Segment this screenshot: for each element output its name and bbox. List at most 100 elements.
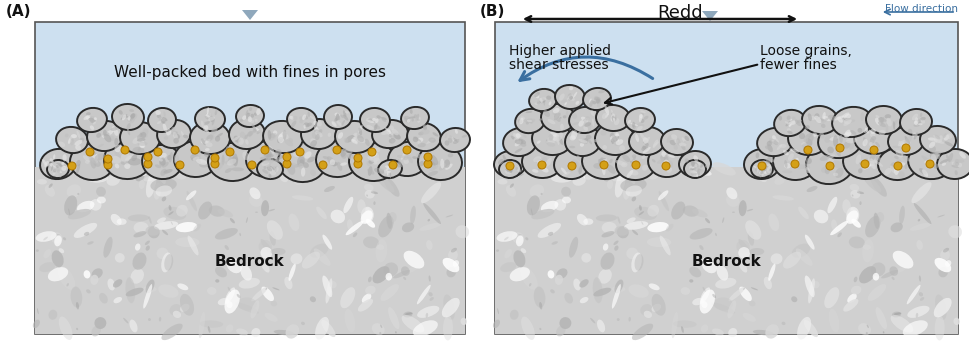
Ellipse shape xyxy=(319,129,322,133)
Ellipse shape xyxy=(412,156,417,159)
Ellipse shape xyxy=(388,142,427,176)
Ellipse shape xyxy=(918,168,925,175)
Ellipse shape xyxy=(336,114,339,120)
Ellipse shape xyxy=(760,165,765,167)
Ellipse shape xyxy=(87,241,94,245)
Ellipse shape xyxy=(771,195,793,201)
Ellipse shape xyxy=(114,144,121,152)
Ellipse shape xyxy=(666,135,671,143)
Ellipse shape xyxy=(425,240,432,250)
Ellipse shape xyxy=(553,117,561,119)
Circle shape xyxy=(661,162,670,170)
Ellipse shape xyxy=(732,212,735,213)
Ellipse shape xyxy=(207,143,256,181)
Text: Higher applied: Higher applied xyxy=(509,44,610,58)
Ellipse shape xyxy=(138,147,141,152)
Ellipse shape xyxy=(735,240,749,253)
Ellipse shape xyxy=(529,119,535,123)
Ellipse shape xyxy=(788,119,792,127)
Ellipse shape xyxy=(388,307,399,329)
Ellipse shape xyxy=(215,266,227,277)
Ellipse shape xyxy=(546,137,552,141)
Ellipse shape xyxy=(92,153,98,163)
Ellipse shape xyxy=(626,247,638,259)
Ellipse shape xyxy=(824,287,838,308)
Ellipse shape xyxy=(848,143,854,150)
Ellipse shape xyxy=(240,265,252,281)
Ellipse shape xyxy=(391,140,394,143)
Ellipse shape xyxy=(610,112,613,116)
Ellipse shape xyxy=(690,170,698,176)
Ellipse shape xyxy=(878,117,883,122)
Ellipse shape xyxy=(203,152,209,157)
Ellipse shape xyxy=(268,209,274,211)
Ellipse shape xyxy=(801,106,837,134)
Ellipse shape xyxy=(255,119,258,122)
Ellipse shape xyxy=(885,124,888,132)
Ellipse shape xyxy=(195,107,225,131)
Ellipse shape xyxy=(623,221,647,230)
Ellipse shape xyxy=(451,248,456,252)
Ellipse shape xyxy=(878,130,885,136)
Ellipse shape xyxy=(614,132,618,137)
Ellipse shape xyxy=(753,166,756,168)
Ellipse shape xyxy=(310,138,316,144)
Ellipse shape xyxy=(96,133,101,138)
Ellipse shape xyxy=(832,135,837,147)
Ellipse shape xyxy=(345,135,355,143)
Ellipse shape xyxy=(391,161,393,166)
Ellipse shape xyxy=(83,270,90,278)
Ellipse shape xyxy=(87,116,96,120)
Ellipse shape xyxy=(155,164,161,168)
Ellipse shape xyxy=(537,160,546,164)
Ellipse shape xyxy=(843,118,851,124)
Ellipse shape xyxy=(914,120,918,126)
Ellipse shape xyxy=(374,125,380,129)
Ellipse shape xyxy=(942,248,948,252)
Ellipse shape xyxy=(160,169,167,176)
Ellipse shape xyxy=(951,162,958,167)
Ellipse shape xyxy=(539,328,541,330)
Ellipse shape xyxy=(534,102,539,105)
Ellipse shape xyxy=(579,297,588,303)
Ellipse shape xyxy=(529,184,544,197)
Ellipse shape xyxy=(804,276,814,297)
Ellipse shape xyxy=(801,143,809,149)
Ellipse shape xyxy=(408,117,415,119)
Ellipse shape xyxy=(162,196,166,201)
Ellipse shape xyxy=(547,134,553,140)
Ellipse shape xyxy=(510,136,517,142)
Ellipse shape xyxy=(580,253,591,263)
Circle shape xyxy=(826,162,833,170)
Ellipse shape xyxy=(877,148,917,180)
Ellipse shape xyxy=(440,159,444,169)
Ellipse shape xyxy=(640,304,652,315)
Ellipse shape xyxy=(884,114,891,119)
Ellipse shape xyxy=(262,160,269,166)
Ellipse shape xyxy=(600,130,606,136)
Ellipse shape xyxy=(155,186,172,197)
Ellipse shape xyxy=(516,235,523,246)
Ellipse shape xyxy=(329,159,335,165)
Ellipse shape xyxy=(646,205,658,216)
Ellipse shape xyxy=(155,110,161,115)
Ellipse shape xyxy=(56,166,60,171)
Ellipse shape xyxy=(628,284,648,298)
Ellipse shape xyxy=(138,142,147,146)
Ellipse shape xyxy=(193,157,200,161)
Ellipse shape xyxy=(506,166,510,170)
Ellipse shape xyxy=(856,191,863,194)
Ellipse shape xyxy=(129,320,138,332)
Ellipse shape xyxy=(600,158,603,162)
Ellipse shape xyxy=(368,160,374,164)
Ellipse shape xyxy=(556,137,559,145)
Ellipse shape xyxy=(884,168,891,175)
Ellipse shape xyxy=(231,167,244,171)
Ellipse shape xyxy=(70,138,74,145)
Ellipse shape xyxy=(452,138,457,142)
Ellipse shape xyxy=(261,247,272,259)
Ellipse shape xyxy=(323,156,328,159)
Ellipse shape xyxy=(90,118,93,123)
Ellipse shape xyxy=(738,200,746,216)
Ellipse shape xyxy=(70,134,77,139)
